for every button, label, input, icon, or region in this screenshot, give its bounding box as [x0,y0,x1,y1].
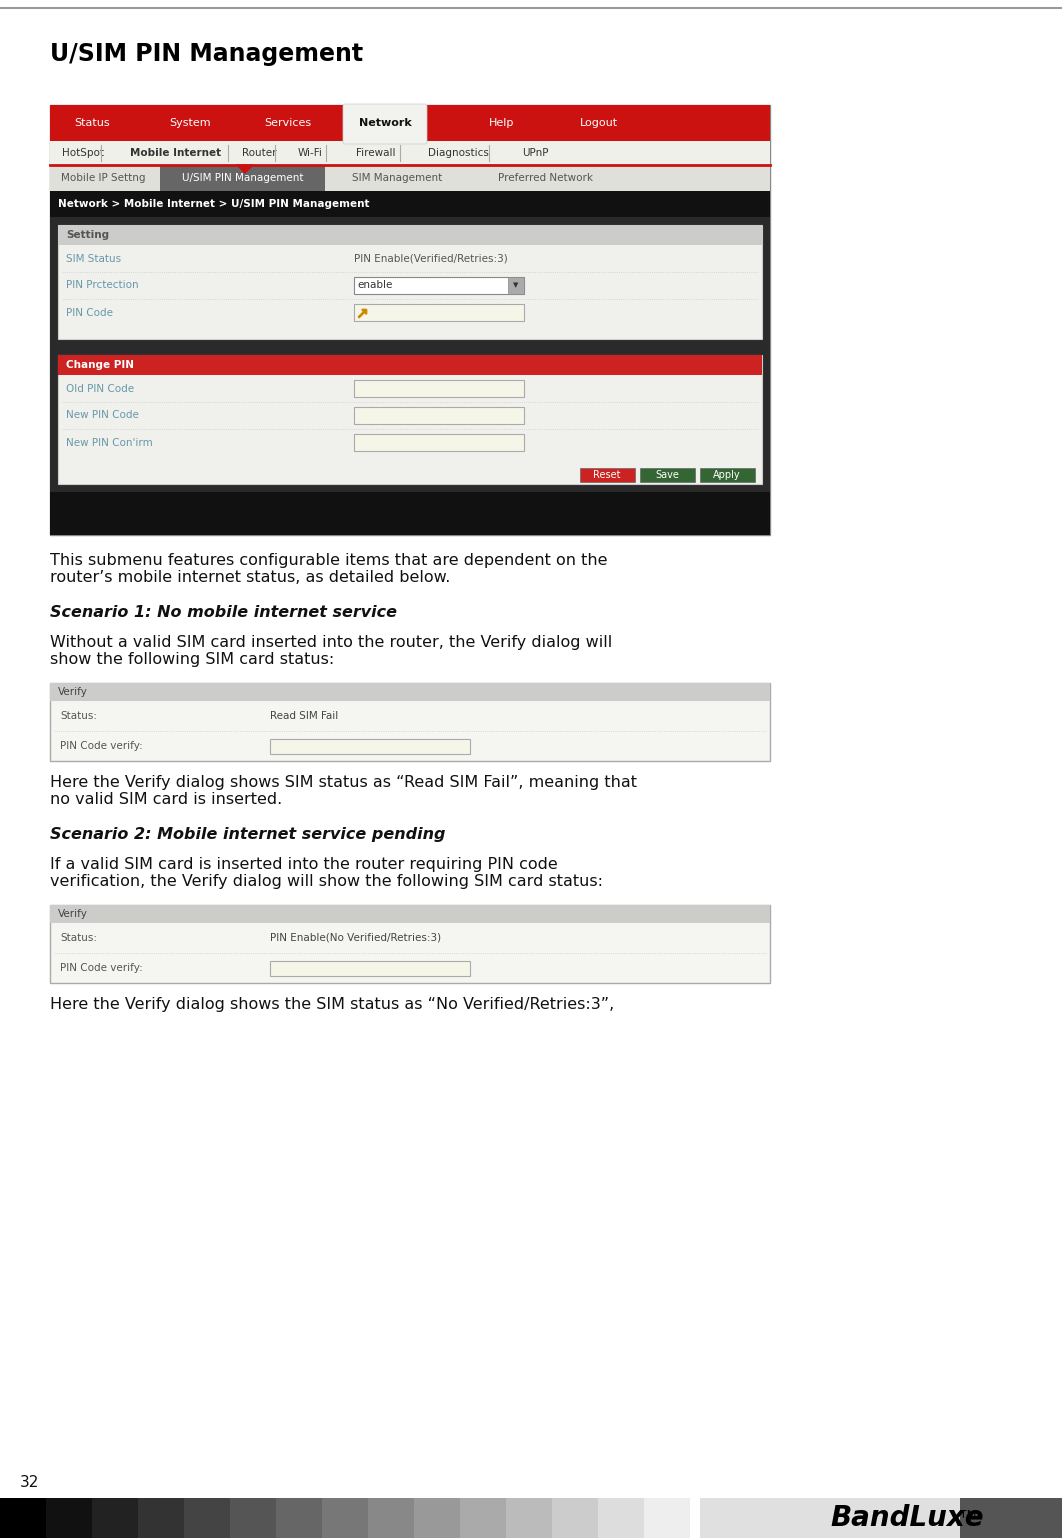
Bar [138,1498,184,1538]
Bar [460,1498,506,1538]
Text: Router: Router [242,148,276,158]
Bar [700,1498,960,1538]
Bar [0,1498,46,1538]
Text: BandLuxe: BandLuxe [830,1504,983,1532]
Text: Reset: Reset [594,471,621,480]
Bar [580,468,635,481]
Bar [354,408,524,424]
Text: PIN Prctection: PIN Prctection [66,280,139,291]
FancyBboxPatch shape [343,105,427,145]
Text: Here the Verify dialog shows SIM status as “Read SIM Fail”, meaning that
no vali: Here the Verify dialog shows SIM status … [50,775,637,807]
Bar [598,1498,644,1538]
Bar [46,1498,92,1538]
Bar [58,225,763,338]
Text: SIM Management: SIM Management [353,172,443,183]
Bar [369,1498,414,1538]
Text: Setting: Setting [66,231,109,240]
Text: PIN Code verify:: PIN Code verify: [59,741,142,751]
Bar [50,904,770,983]
Text: Services: Services [264,118,311,128]
Text: Firewall: Firewall [356,148,395,158]
Bar [644,1498,690,1538]
Text: If a valid SIM card is inserted into the router requiring PIN code
verification,: If a valid SIM card is inserted into the… [50,857,603,889]
Text: ▼: ▼ [513,283,518,289]
Text: PIN Code verify:: PIN Code verify: [59,963,142,974]
Bar [92,1498,138,1538]
Text: 32: 32 [20,1475,39,1490]
Bar [50,105,770,141]
Bar [50,348,770,492]
Text: Old PIN Code: Old PIN Code [66,383,134,394]
Bar [230,1498,276,1538]
Bar [354,305,524,321]
Bar [552,1498,598,1538]
Text: TM: TM [960,1510,976,1520]
Bar [700,468,755,481]
Text: Mobile Internet: Mobile Internet [130,148,221,158]
Text: New PIN Code: New PIN Code [66,411,139,420]
Bar [58,355,763,375]
Polygon shape [237,165,253,172]
Text: SIM Status: SIM Status [66,254,121,263]
Text: Status: Status [74,118,109,128]
Text: Help: Help [490,118,515,128]
Text: This submenu features configurable items that are dependent on the
router’s mobi: This submenu features configurable items… [50,554,607,586]
Text: New PIN Con'irm: New PIN Con'irm [66,437,153,448]
Bar [640,468,695,481]
Text: Verify: Verify [58,909,88,920]
Bar [276,1498,322,1538]
Bar [160,165,325,191]
Bar [270,961,470,975]
Bar [50,217,770,348]
Bar [50,165,770,191]
Bar [508,277,524,294]
Text: U/SIM PIN Management: U/SIM PIN Management [182,172,304,183]
Text: Without a valid SIM card inserted into the router, the Verify dialog will
show t: Without a valid SIM card inserted into t… [50,635,613,667]
Text: System: System [169,118,211,128]
Bar [414,1498,460,1538]
Text: Scenario 1: No mobile internet service: Scenario 1: No mobile internet service [50,604,397,620]
Bar [506,1498,552,1538]
Text: Logout: Logout [580,118,618,128]
Text: Scenario 2: Mobile internet service pending: Scenario 2: Mobile internet service pend… [50,827,445,841]
Text: PIN Code: PIN Code [66,308,113,317]
Text: enable: enable [358,280,393,291]
Bar [322,1498,369,1538]
Text: PIN Enable(Verified/Retries:3): PIN Enable(Verified/Retries:3) [354,254,508,263]
Text: Preferred Network: Preferred Network [497,172,593,183]
Bar [50,191,770,217]
Text: Wi-Fi: Wi-Fi [298,148,323,158]
Text: Mobile IP Settng: Mobile IP Settng [61,172,145,183]
Bar [354,434,524,451]
Text: HotSpot: HotSpot [62,148,104,158]
Bar [50,904,770,923]
Text: Network: Network [359,118,411,128]
Bar [270,738,470,754]
Text: Status:: Status: [59,934,97,943]
Bar [354,277,524,294]
Bar [50,683,770,701]
Text: Save: Save [655,471,679,480]
Bar [184,1498,230,1538]
Text: Verify: Verify [58,687,88,697]
Text: PIN Enable(No Verified/Retries:3): PIN Enable(No Verified/Retries:3) [270,934,441,943]
Bar [58,225,763,245]
Text: U/SIM PIN Management: U/SIM PIN Management [50,42,363,66]
Bar [960,1498,1062,1538]
Bar [58,355,763,484]
Text: Diagnostics: Diagnostics [428,148,489,158]
Text: Read SIM Fail: Read SIM Fail [270,711,339,721]
Text: Status:: Status: [59,711,97,721]
Text: Network > Mobile Internet > U/SIM PIN Management: Network > Mobile Internet > U/SIM PIN Ma… [58,198,370,209]
Bar [50,105,770,535]
Text: Apply: Apply [714,471,741,480]
Bar [50,141,770,165]
Text: UPnP: UPnP [523,148,548,158]
Text: Change PIN: Change PIN [66,360,134,371]
Text: Here the Verify dialog shows the SIM status as “No Verified/Retries:3”,: Here the Verify dialog shows the SIM sta… [50,997,614,1012]
Bar [354,380,524,397]
Bar [526,306,539,320]
Bar [50,683,770,761]
Bar [50,492,770,535]
